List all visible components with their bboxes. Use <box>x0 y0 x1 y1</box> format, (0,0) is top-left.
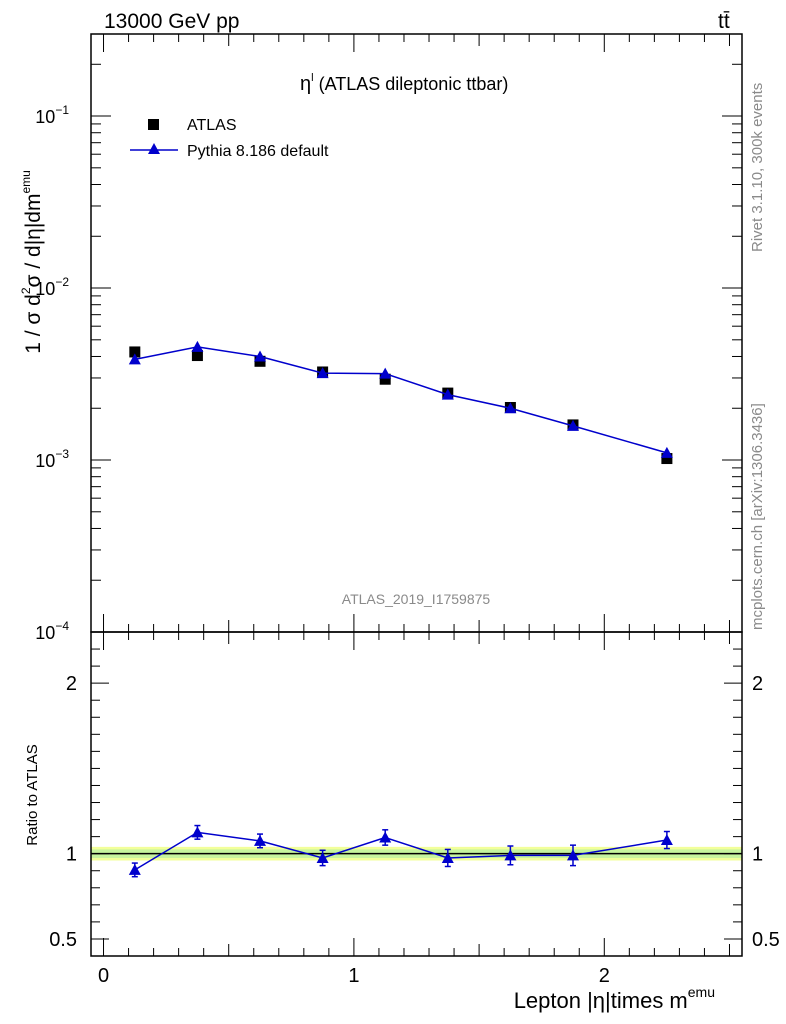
ratio-y-tick-label-right: 0.5 <box>752 929 780 951</box>
ylabel-part-4: emu <box>19 170 33 193</box>
atlas-data-point <box>379 373 391 385</box>
ratio-y-tick-label-right: 1 <box>752 844 763 866</box>
main-y-tick-label-base: 10 <box>35 107 55 127</box>
ratio-y-tick-label-left: 0.5 <box>49 929 77 951</box>
pythia-data-point <box>566 419 579 431</box>
main-ticks <box>91 34 742 633</box>
ratio-data <box>91 824 742 878</box>
pythia-series-line <box>134 346 668 454</box>
legend-pythia-marker <box>148 143 160 154</box>
x-axis-label: Lepton |η|times memu <box>514 984 715 1013</box>
ratio-data-point <box>441 851 454 863</box>
energy-label: 13000 GeV pp <box>104 10 239 33</box>
pythia-data-point <box>660 446 673 458</box>
x-tick-label: 2 <box>599 965 610 987</box>
legend: ATLAS Pythia 8.186 default <box>130 117 329 160</box>
title-rest: (ATLAS dileptonic ttbar) <box>319 74 509 94</box>
main-y-tick-label-base: 10 <box>35 623 55 643</box>
main-y-axis-label: 1 / σ d2σ / d|η|dmemu <box>19 170 45 354</box>
atlas-data-point <box>661 453 673 465</box>
analysis-id: ATLAS_2019_I1759875 <box>342 591 491 607</box>
rivet-label: Rivet 3.1.10, 300k events <box>749 83 766 252</box>
main-y-tick-label-exponent: −2 <box>55 275 69 289</box>
ratio-frame <box>90 631 743 957</box>
ratio-data-point <box>660 834 673 846</box>
ratio-tick-labels: 0.5 0.5 1 1 2 2 <box>49 673 780 951</box>
pythia-data-point <box>441 388 454 400</box>
xlabel-superscript: emu <box>688 984 715 1000</box>
ratio-y-axis-label: Ratio to ATLAS <box>24 744 41 845</box>
legend-atlas-marker <box>148 119 159 130</box>
main-y-tick-label: 10−2 <box>35 275 69 299</box>
legend-atlas-label: ATLAS <box>187 117 237 134</box>
main-y-tick-label-exponent: −1 <box>55 103 69 117</box>
main-y-tick-label-base: 10 <box>35 451 55 471</box>
pythia-data-point <box>191 340 204 352</box>
title-symbol: η <box>300 73 311 95</box>
ratio-data-point <box>504 849 517 861</box>
main-y-tick-label: 10−3 <box>35 447 69 471</box>
main-data <box>128 340 673 465</box>
main-panel: 10−110−210−310−4 ηl (ATLAS dileptonic ttb… <box>19 33 743 643</box>
process-label: tt̄ <box>718 10 730 33</box>
main-y-tick-label: 10−1 <box>35 103 69 127</box>
ratio-y-tick-label-left: 2 <box>66 673 77 695</box>
plot-title: ηl (ATLAS dileptonic ttbar) <box>300 72 508 95</box>
title-superscript: l <box>311 72 313 84</box>
ratio-data-point <box>566 849 579 861</box>
x-tick-label: 0 <box>98 965 109 987</box>
legend-pythia-label: Pythia 8.186 default <box>187 143 329 160</box>
ratio-data-point <box>379 831 392 843</box>
atlas-data-point <box>191 350 203 362</box>
ylabel-part-1: 1 / σ d <box>22 294 45 354</box>
ratio-data-point <box>254 834 267 846</box>
pythia-data-point <box>379 367 392 379</box>
source-label: mcplots.cern.ch [arXiv:1306.3436] <box>749 403 766 630</box>
ratio-data-point <box>128 863 141 875</box>
ratio-y-tick-label-left: 1 <box>66 844 77 866</box>
ratio-data-point <box>191 826 204 838</box>
main-y-tick-label-exponent: −3 <box>55 447 69 461</box>
main-y-tick-labels: 10−110−210−310−4 <box>35 103 69 643</box>
pythia-data-point <box>128 353 141 365</box>
main-y-tick-label-base: 10 <box>35 279 55 299</box>
x-tick-label: 1 <box>348 965 359 987</box>
ylabel-part-3: σ / d|η|dm <box>22 194 45 288</box>
main-y-tick-label: 10−4 <box>35 619 69 643</box>
ylabel-part-2: 2 <box>19 287 33 294</box>
ratio-data-point <box>316 851 329 863</box>
pythia-data-point <box>316 367 329 379</box>
ratio-y-tick-label-right: 2 <box>752 673 763 695</box>
atlas-data-point <box>129 346 141 358</box>
x-tick-labels: 0 1 2 <box>98 965 610 987</box>
ratio-panel: 0.5 0.5 1 1 2 2 0 1 2 Ratio to ATLAS Lepton |η|… <box>24 631 780 1013</box>
pythia-data-point <box>254 350 267 362</box>
pythia-data-point <box>504 402 517 414</box>
main-y-tick-label-exponent: −4 <box>55 619 69 633</box>
ratio-ticks <box>91 631 742 957</box>
xlabel-main: Lepton |η|times m <box>514 988 688 1013</box>
